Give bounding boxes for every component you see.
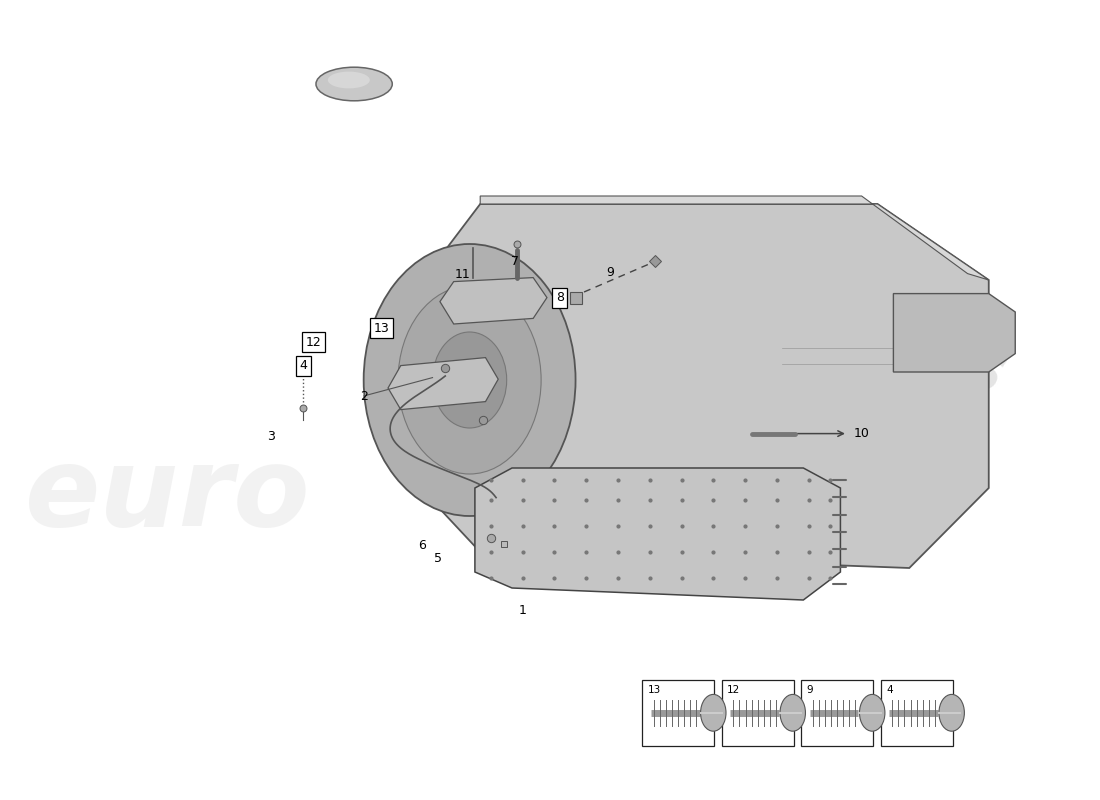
FancyBboxPatch shape — [801, 680, 873, 746]
Text: 10: 10 — [854, 427, 870, 440]
Polygon shape — [417, 204, 989, 568]
Text: a passion for parts since 1985: a passion for parts since 1985 — [570, 366, 910, 522]
Polygon shape — [475, 468, 840, 600]
Ellipse shape — [701, 694, 726, 731]
Ellipse shape — [939, 694, 965, 731]
Text: 9: 9 — [606, 266, 615, 278]
Text: 9: 9 — [806, 685, 813, 694]
Text: 6: 6 — [418, 539, 426, 552]
Text: 2: 2 — [360, 390, 367, 402]
Text: 4: 4 — [886, 685, 892, 694]
Text: euro: euro — [25, 442, 310, 550]
Text: 1: 1 — [518, 604, 527, 617]
FancyBboxPatch shape — [722, 680, 794, 746]
Ellipse shape — [859, 694, 884, 731]
Text: 13: 13 — [648, 685, 661, 694]
Ellipse shape — [780, 694, 805, 731]
FancyBboxPatch shape — [881, 680, 953, 746]
Ellipse shape — [328, 72, 370, 88]
Text: 11: 11 — [454, 268, 470, 281]
FancyBboxPatch shape — [642, 680, 714, 746]
Text: euroParts: euroParts — [623, 198, 1015, 410]
Text: 5: 5 — [433, 552, 442, 565]
Text: 4: 4 — [299, 359, 307, 372]
Ellipse shape — [398, 286, 541, 474]
Text: 3: 3 — [267, 430, 275, 442]
Polygon shape — [388, 358, 498, 410]
Ellipse shape — [364, 244, 575, 516]
Polygon shape — [440, 278, 547, 324]
Ellipse shape — [432, 332, 507, 428]
Text: 8: 8 — [556, 291, 563, 304]
Text: 13: 13 — [374, 322, 389, 334]
Polygon shape — [481, 196, 989, 280]
Text: 12: 12 — [306, 336, 321, 349]
Text: 12: 12 — [727, 685, 740, 694]
Ellipse shape — [316, 67, 393, 101]
Polygon shape — [893, 294, 1015, 372]
Text: 7: 7 — [512, 255, 519, 268]
